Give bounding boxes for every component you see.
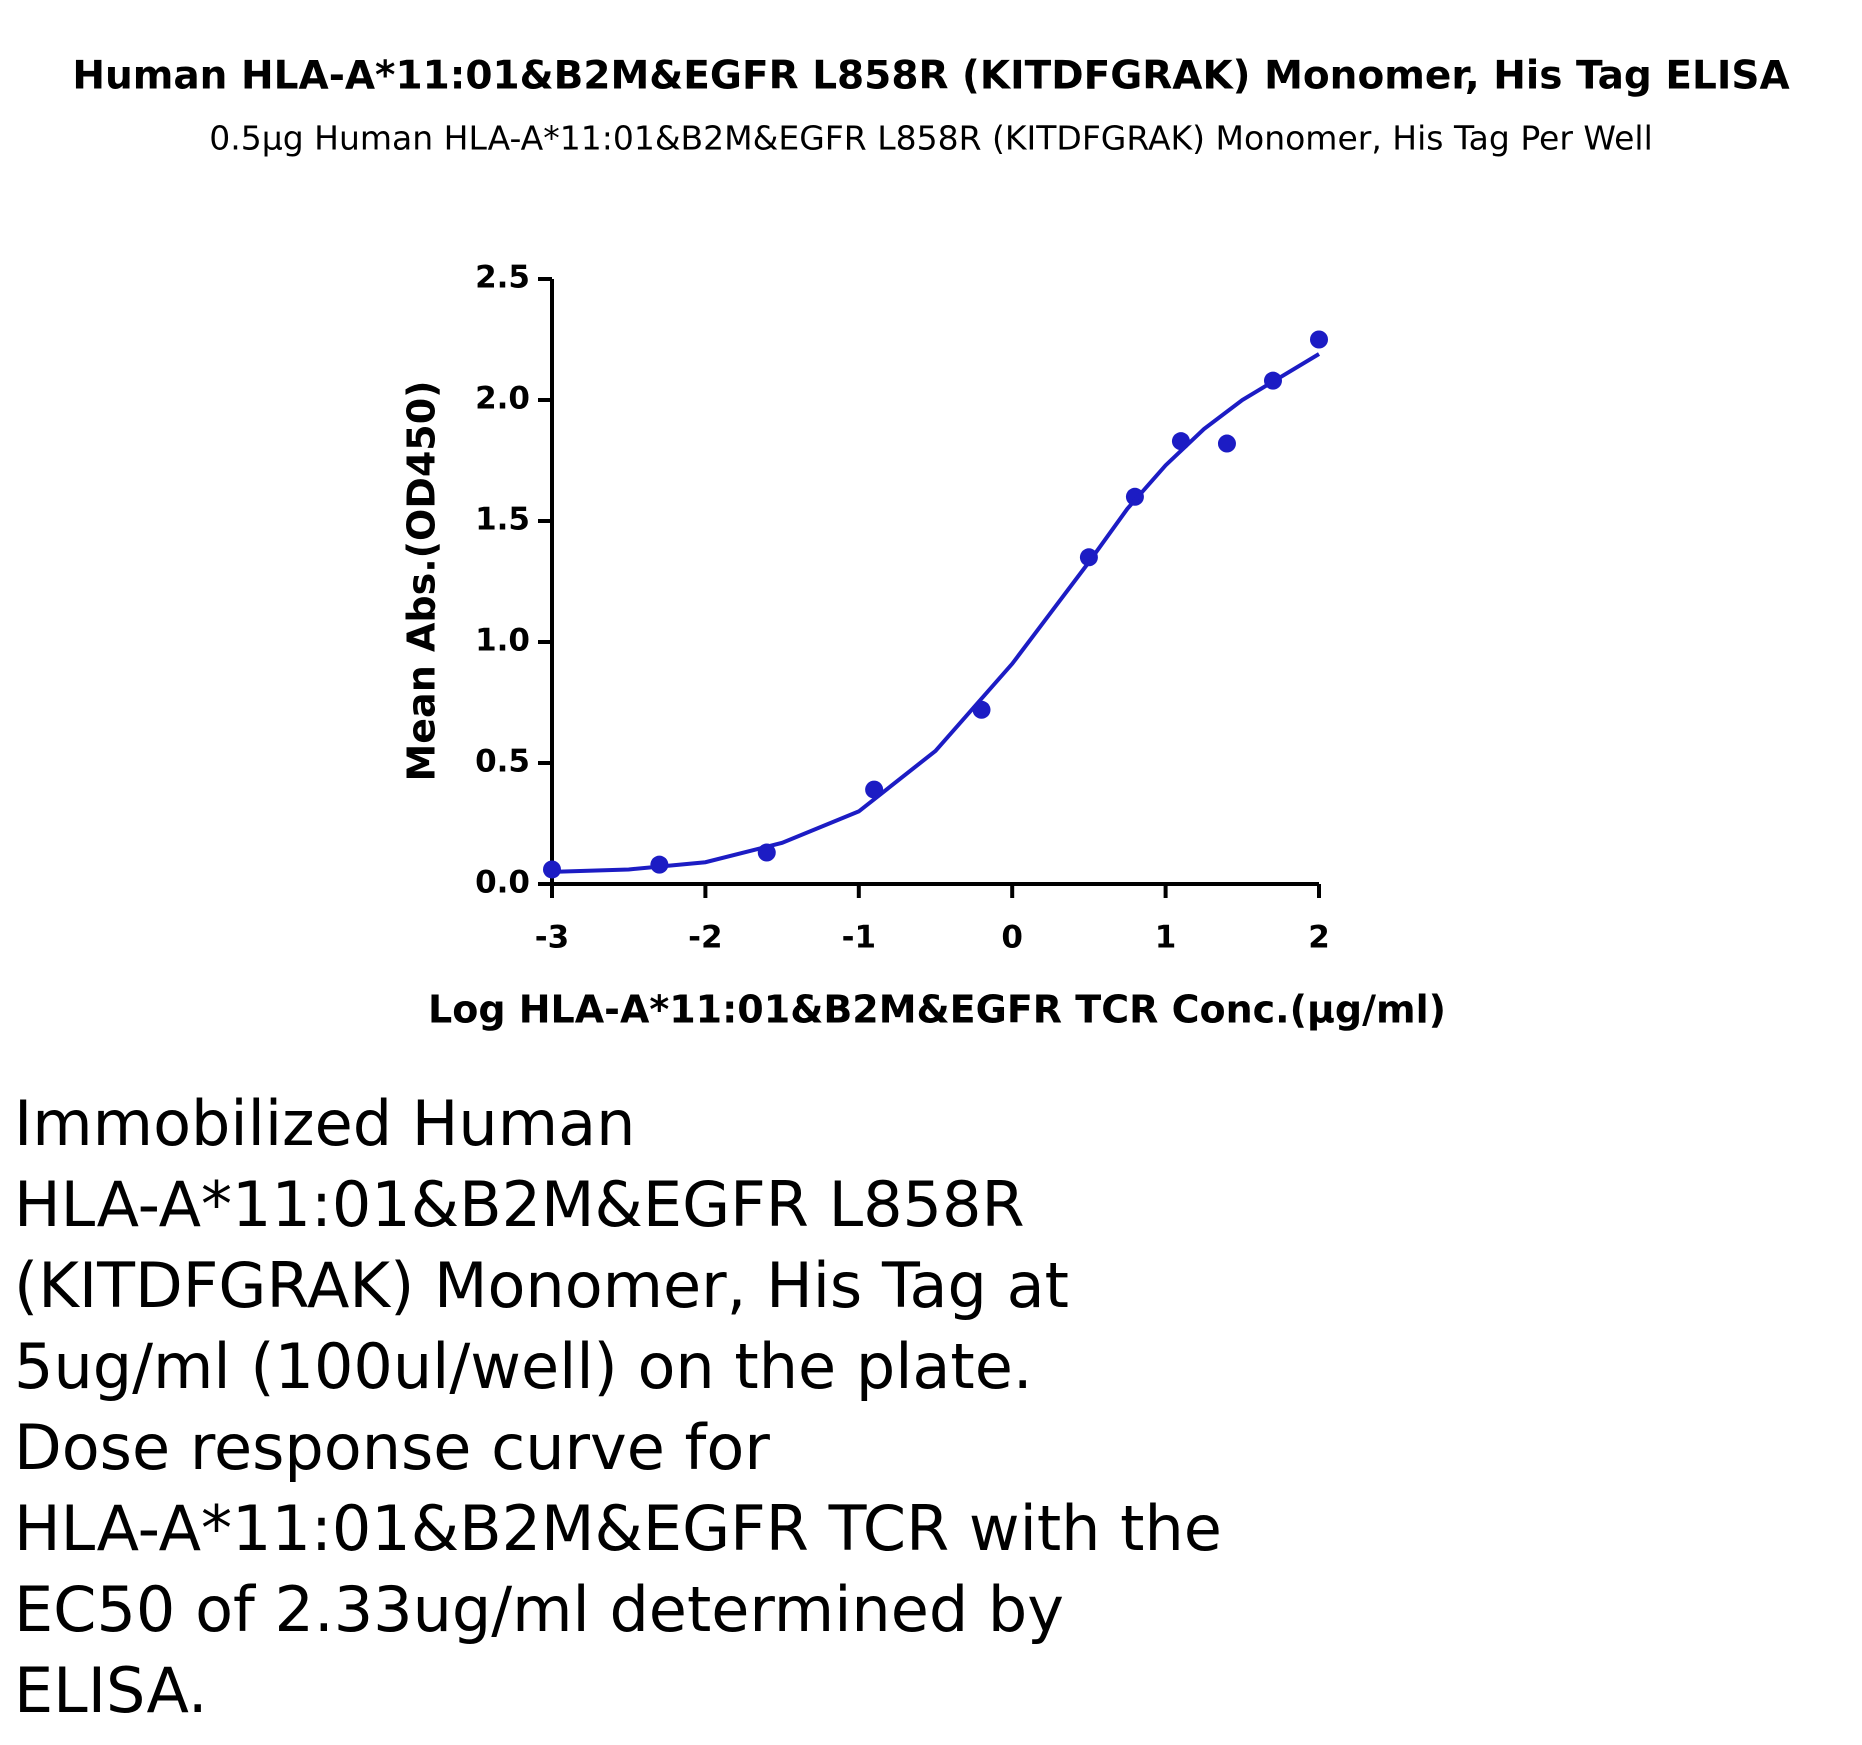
x-tick-label: -1 [842, 920, 876, 956]
x-tick-label: 0 [1001, 920, 1023, 956]
chart-subtitle: 0.5μg Human HLA-A*11:01&B2M&EGFR L858R (… [209, 119, 1653, 158]
y-tick-label: 1.0 [475, 623, 530, 659]
chart-title: Human HLA-A*11:01&B2M&EGFR L858R (KITDFG… [72, 54, 1789, 99]
caption-line: Dose response curve for [14, 1411, 770, 1484]
x-tick-label: 2 [1308, 920, 1330, 956]
caption-line: HLA-A*11:01&B2M&EGFR TCR with the [14, 1492, 1222, 1565]
data-point [543, 860, 561, 879]
data-point [1217, 434, 1236, 453]
y-axis-label: Mean Abs.(OD450) [400, 380, 444, 781]
y-tick-label: 1.5 [475, 502, 530, 538]
caption-line: ELISA. [14, 1654, 208, 1727]
caption-line: EC50 of 2.33ug/ml determined by [14, 1573, 1064, 1646]
x-axis-label: Log HLA-A*11:01&B2M&EGFR TCR Conc.(μg/ml… [428, 988, 1446, 1032]
caption-line: (KITDFGRAK) Monomer, His Tag at [14, 1249, 1069, 1322]
y-tick-label: 0.0 [475, 865, 530, 901]
data-point [1310, 330, 1328, 349]
x-tick-label: 1 [1155, 920, 1177, 956]
x-tick-label: -2 [688, 920, 722, 956]
caption-line: HLA-A*11:01&B2M&EGFR L858R [14, 1168, 1025, 1241]
caption-line: Immobilized Human [14, 1087, 635, 1160]
fit-curve [551, 352, 1321, 874]
caption-line: 5ug/ml (100ul/well) on the plate. [14, 1330, 1033, 1403]
y-tick-label: 2.5 [475, 260, 530, 296]
y-tick-label: 2.0 [475, 381, 530, 417]
y-tick-label: 0.5 [475, 744, 530, 780]
x-tick-label: -3 [535, 920, 569, 956]
